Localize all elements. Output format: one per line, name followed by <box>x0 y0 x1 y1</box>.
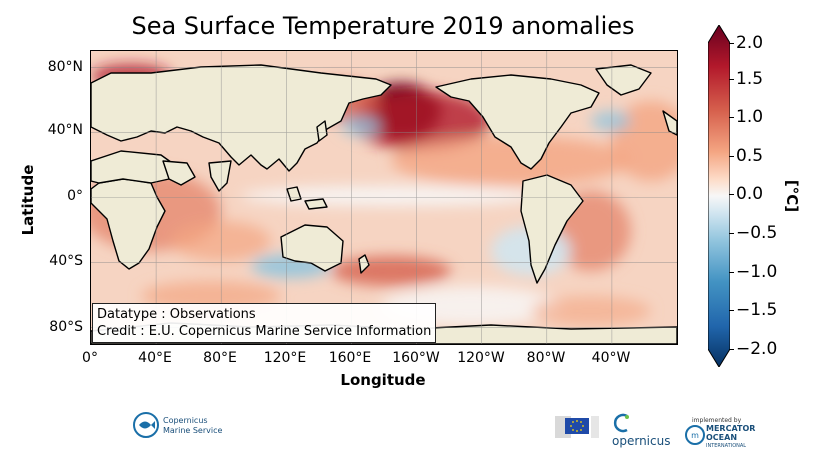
new-guinea-landmass <box>304 198 328 210</box>
new-zealand-landmass <box>358 254 370 274</box>
copernicus-logo: opernicus <box>612 412 682 452</box>
sst-anomaly-map <box>90 50 678 345</box>
colorbar-tick: −1.0 <box>728 262 778 282</box>
copernicus-c-icon <box>613 413 629 433</box>
colorbar-tick: 1.0 <box>728 107 764 127</box>
colorbar-tick: 0.0 <box>728 184 764 204</box>
lon-tick-label: 160°W <box>392 350 440 366</box>
mercator-line: MERCATOR <box>706 424 756 433</box>
north-africa-landmass <box>91 150 176 184</box>
mercator-icon: m <box>685 425 705 445</box>
colorbar-tick: −0.5 <box>728 223 778 243</box>
credit-text: Credit : E.U. Copernicus Marine Service … <box>97 324 432 339</box>
colorbar-tick: 0.5 <box>728 146 764 166</box>
colorbar <box>708 25 730 367</box>
colorbar-tick: 1.5 <box>728 69 764 89</box>
north-america-landmass <box>435 74 600 170</box>
arabia-landmass <box>162 160 196 186</box>
lon-tick-label: 80°W <box>526 350 566 366</box>
lon-tick-label: 40°E <box>138 350 172 366</box>
y-axis-title: Latitude <box>19 164 37 236</box>
eu-flag-icon <box>555 416 599 438</box>
lat-tick-label: 80°S <box>49 319 83 335</box>
south-america-landmass <box>520 174 584 284</box>
australia-landmass <box>280 224 344 272</box>
datatype-text: Datatype : Observations <box>97 307 256 322</box>
japan-landmass <box>316 120 328 142</box>
mercator-sub: INTERNATIONAL <box>706 443 747 449</box>
x-axis-title: Longitude <box>340 371 426 389</box>
eu-logo <box>555 412 605 452</box>
lat-tick-label: 0° <box>67 188 83 204</box>
lon-tick-label: 120°W <box>457 350 505 366</box>
fish-icon <box>133 412 159 438</box>
mercator-line: OCEAN <box>706 433 738 442</box>
lat-tick-label: 80°N <box>47 59 83 75</box>
map-title: Sea Surface Temperature 2019 anomalies <box>131 12 635 40</box>
copernicus-wordmark: opernicus <box>612 434 671 448</box>
lat-tick-label: 40°S <box>49 253 83 269</box>
colorbar-unit: [°C] <box>783 179 801 213</box>
greenland-landmass <box>595 64 652 96</box>
eurasia-landmass <box>91 64 392 172</box>
colorbar-tick: −2.0 <box>728 339 778 359</box>
colorbar-tick: 2.0 <box>728 33 764 53</box>
lon-tick-label: 40°W <box>591 350 631 366</box>
logo-line: Marine Service <box>163 426 223 435</box>
mercator-logo: implemented by m MERCATOR OCEAN INTERNAT… <box>684 417 764 457</box>
lon-tick-label: 120°E <box>263 350 307 366</box>
info-box: Datatype : Observations Credit : E.U. Co… <box>92 303 437 343</box>
india-landmass <box>208 160 232 192</box>
lat-tick-label: 40°N <box>47 122 83 138</box>
lon-tick-label: 0° <box>82 350 98 366</box>
colorbar-gradient <box>708 25 730 367</box>
lon-tick-label: 80°E <box>203 350 237 366</box>
logo-line: Copernicus <box>163 416 208 425</box>
copernicus-marine-logo: Copernicus Marine Service <box>133 412 233 452</box>
mercator-implemented-text: implemented by <box>692 417 742 424</box>
svg-text:m: m <box>691 431 699 440</box>
europe-edge-landmass <box>662 110 677 136</box>
colorbar-tick: −1.5 <box>728 300 778 320</box>
lon-tick-label: 160°E <box>328 350 372 366</box>
